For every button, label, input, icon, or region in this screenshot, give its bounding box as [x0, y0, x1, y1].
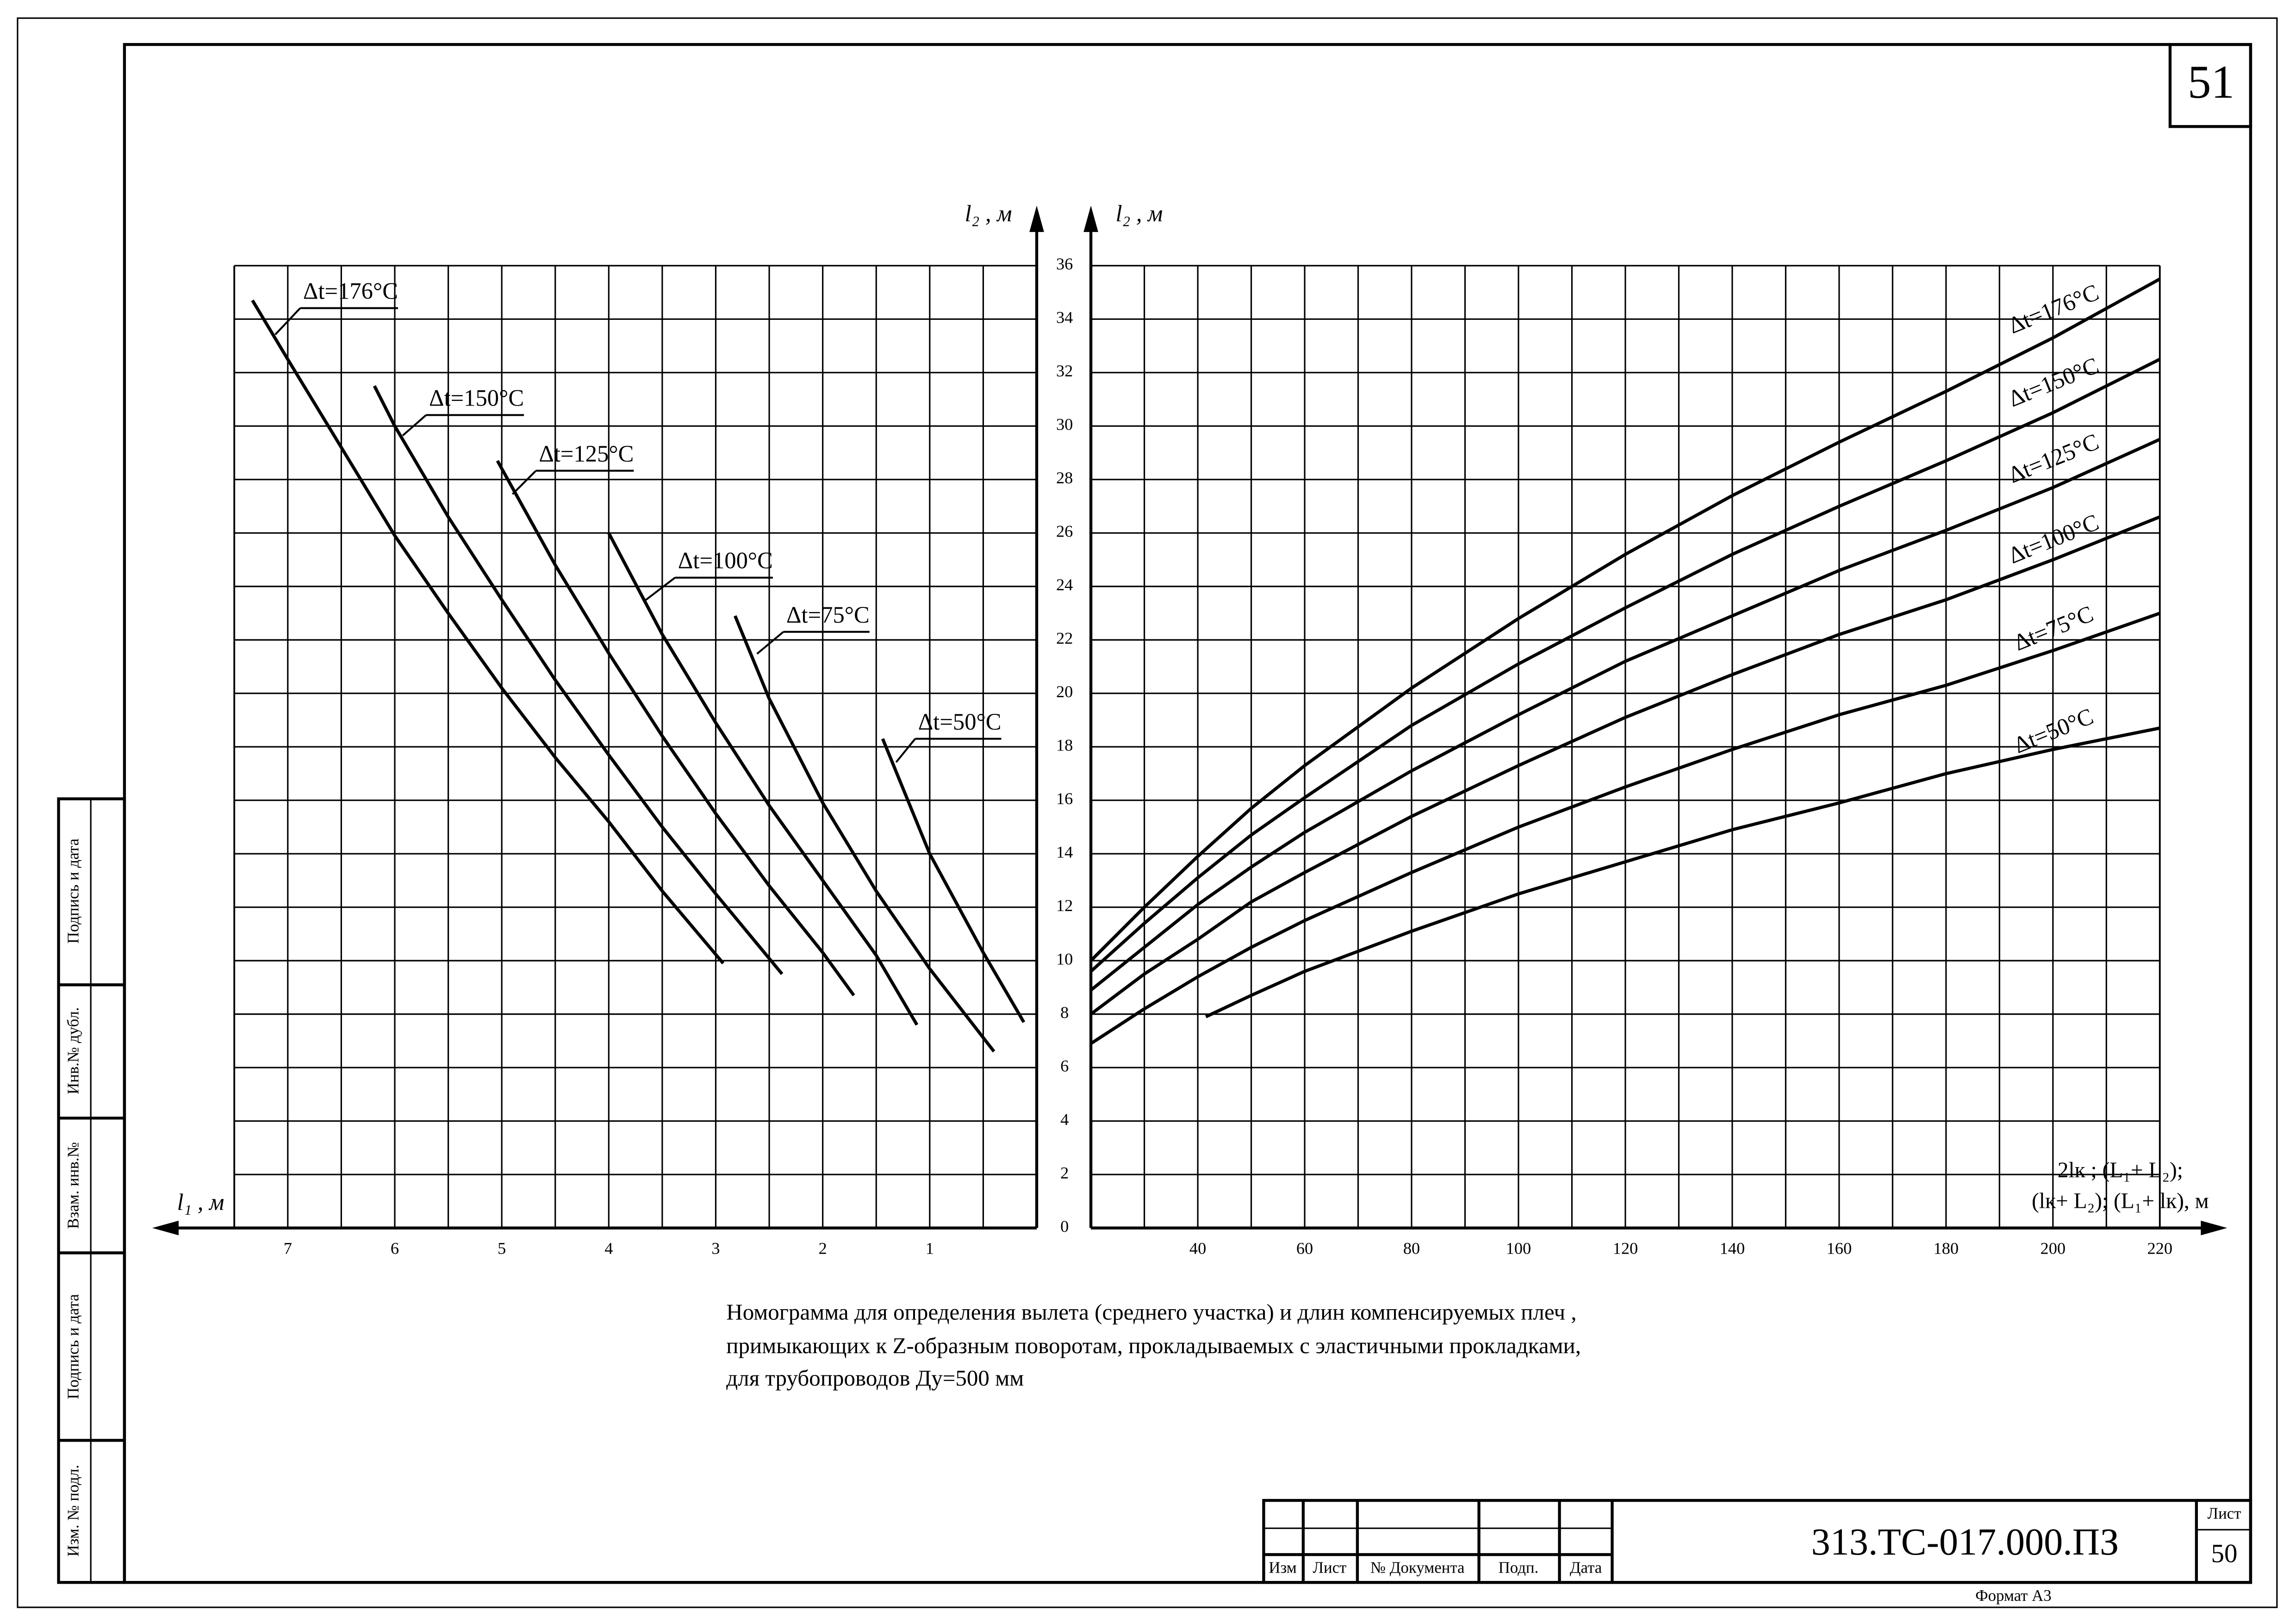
x-tick-label: 160 — [1827, 1239, 1852, 1257]
y-tick-label: 24 — [1056, 575, 1073, 594]
page-number-box — [2168, 43, 2252, 128]
y-tick-label: 16 — [1056, 789, 1073, 808]
title-block-column: Лист — [1313, 1559, 1346, 1577]
curve — [251, 300, 725, 965]
page-number: 51 — [2188, 56, 2234, 108]
label-leader — [895, 738, 916, 763]
y-tick-label: 18 — [1056, 736, 1073, 755]
curve-label: Δt=125°C — [539, 441, 634, 467]
x-tick-label: 120 — [1613, 1239, 1638, 1257]
y-tick-label: 36 — [1056, 255, 1073, 273]
x-tick-label: 140 — [1720, 1239, 1745, 1257]
curve — [1089, 277, 2161, 962]
x-tick-label: 1 — [926, 1239, 934, 1257]
x-tick-label: 200 — [2041, 1239, 2066, 1257]
chart: 40 60 80 100 120 140 160 180 200 220Δt=176°CΔt=15… — [1089, 265, 2172, 1257]
x-tick-label: 3 — [711, 1239, 720, 1257]
title-block-column: Изм — [1269, 1559, 1296, 1577]
label-leader — [511, 470, 537, 495]
curve — [1090, 612, 2160, 1045]
x-tick-label: 5 — [498, 1239, 506, 1257]
curve — [496, 460, 855, 997]
arrow-head — [2201, 1220, 2228, 1236]
caption-line: для трубопроводов Ду=500 мм — [726, 1365, 1024, 1391]
x-tick-label: 2 — [819, 1239, 827, 1257]
side-stamp-label: Изм. № подл. — [64, 1465, 82, 1557]
y-tick-label: 22 — [1056, 629, 1073, 648]
x-tick-label: 4 — [604, 1239, 613, 1257]
caption-line: Номограмма для определения вылета (средн… — [726, 1299, 1576, 1324]
y-tick-label: 20 — [1056, 682, 1073, 701]
y-tick-label: 14 — [1056, 843, 1073, 862]
x-tick-label: 7 — [284, 1239, 292, 1257]
y-axis-label: l₂ , м — [1116, 200, 1163, 226]
designation: 313.ТС-017.000.ПЗ — [1811, 1521, 2119, 1563]
curve — [1205, 726, 2160, 1018]
side-stamp-label: Подпись и дата — [64, 838, 82, 943]
outer-border — [17, 17, 2278, 1608]
x-axis-label: l₁ , м — [177, 1189, 224, 1215]
curve-label: Δt=50°C — [918, 709, 1002, 735]
x-tick-label: 180 — [1934, 1239, 1959, 1257]
x-tick-label: 6 — [391, 1239, 399, 1257]
y-axis-label: l₂ , м — [965, 200, 1012, 226]
arrow-head — [1029, 206, 1044, 232]
side-stamp: Подпись и дата Инв.№ дубл. Взам. инв.№ П… — [57, 797, 126, 1584]
title-block: Изм Лист № Документа Подп. Дата 313.ТС-0… — [1262, 1499, 2252, 1605]
y-tick-label: 30 — [1056, 415, 1073, 434]
curve — [373, 385, 784, 975]
curve — [607, 532, 919, 1026]
title-block-box — [1262, 1499, 2252, 1584]
curve-label: Δt=150°C — [429, 385, 524, 411]
x-tick-label: 220 — [2147, 1239, 2172, 1257]
y-tick-label: 28 — [1056, 468, 1073, 487]
caption-line: примыкающих к Z-образным поворотам, прок… — [726, 1333, 1581, 1358]
y-tick-label: 0 — [1060, 1217, 1069, 1236]
arrow-head — [1083, 206, 1098, 232]
x-tick-label: 60 — [1296, 1239, 1313, 1257]
curve-label: Δt=75°C — [786, 602, 870, 628]
format: Формат А3 — [1975, 1587, 2052, 1605]
y-tick-label: 6 — [1060, 1056, 1069, 1075]
title-block-column: Дата — [1570, 1559, 1602, 1577]
y-tick-label: 4 — [1060, 1110, 1069, 1129]
sheet: 50 — [2211, 1539, 2238, 1568]
y-tick-label: 34 — [1056, 308, 1073, 327]
x-axis-label: (lк+ L₂); (L₁+ lк), м — [2032, 1189, 2209, 1213]
x-axis-label: 2lк ; (L₁+ L₂); — [2058, 1158, 2183, 1182]
y-tick-label: 26 — [1056, 522, 1073, 541]
label-leader — [274, 307, 301, 335]
label-leader — [402, 414, 427, 437]
curve — [734, 615, 996, 1053]
side-stamp-label: Подпись и дата — [64, 1294, 82, 1399]
curve — [881, 738, 1026, 1023]
title-block-column: Подп. — [1499, 1559, 1539, 1577]
y-tick-label: 32 — [1056, 362, 1073, 380]
curve — [1089, 437, 2161, 992]
curve — [1090, 515, 2161, 1016]
x-tick-label: 100 — [1506, 1239, 1531, 1257]
y-tick-label: 12 — [1056, 896, 1073, 915]
side-stamp-label: Взам. инв.№ — [64, 1142, 82, 1229]
curve-label: Δt=176°C — [303, 278, 398, 304]
y-tick-label: 10 — [1056, 949, 1073, 968]
label-leader — [643, 577, 676, 602]
x-tick-label: 40 — [1189, 1239, 1206, 1257]
y-tick-label: 2 — [1060, 1163, 1069, 1182]
arrow-head — [152, 1220, 179, 1236]
sheet-label: Лист — [2208, 1505, 2241, 1523]
label-leader — [756, 631, 784, 655]
x-tick-label: 80 — [1403, 1239, 1420, 1257]
curve — [1089, 357, 2161, 973]
side-stamp-label: Инв.№ дубл. — [64, 1007, 82, 1094]
title-block-column: № Документа — [1370, 1559, 1465, 1577]
y-tick-label: 8 — [1060, 1003, 1069, 1022]
curve-label: Δt=100°C — [678, 548, 773, 574]
